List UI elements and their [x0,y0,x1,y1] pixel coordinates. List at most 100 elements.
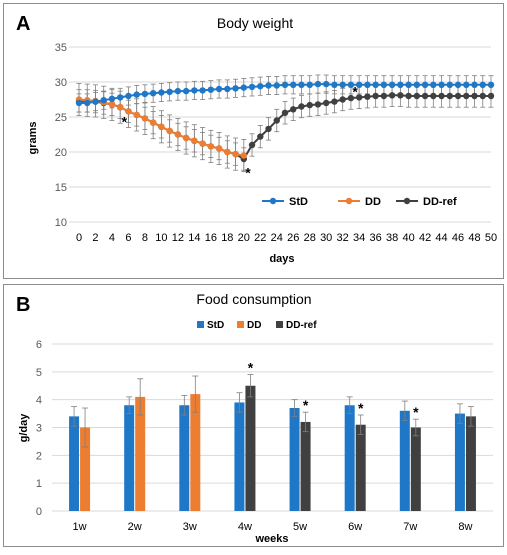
significance-marker: * [245,165,251,181]
x-tick-label: 18 [221,232,233,244]
data-point-std [84,99,91,107]
data-point-std [125,92,132,100]
data-point-dd-ref [314,101,322,108]
data-point-std [405,81,412,89]
data-point-dd-ref [479,92,486,100]
panel-a-ylabel: grams [27,121,39,154]
y-tick-label: 20 [55,147,67,159]
x-tick-label: 0 [76,232,82,244]
x-tick-label: 8w [458,521,472,533]
legend-label-std: StD [207,320,224,331]
x-tick-label: 2w [128,521,142,533]
data-point-std [413,81,421,89]
x-tick-label: 16 [205,232,217,244]
y-tick-label: 6 [36,339,42,351]
significance-marker: * [122,114,128,130]
bar-dd-ref [465,416,476,511]
data-point-std [281,81,289,89]
data-point-dd-ref [265,125,272,133]
legend-marker-dd-ref [403,197,411,205]
data-point-std [479,81,486,89]
bar-dd [80,427,91,511]
data-point-std [174,87,182,95]
data-point-std [306,81,313,89]
y-tick-label: 25 [55,112,67,124]
data-point-std [364,81,371,89]
data-point-std [149,90,157,97]
x-tick-label: 36 [370,232,382,244]
x-tick-label: 44 [435,232,447,244]
data-point-dd-ref [471,92,478,100]
x-tick-label: 30 [320,232,332,244]
legend-marker-dd [345,197,353,205]
significance-marker: * [303,397,309,413]
y-tick-label: 1 [36,478,42,490]
x-tick-label: 3w [183,521,197,533]
data-point-dd [158,123,165,130]
data-point-dd-ref [405,92,412,100]
data-point-std [257,83,264,90]
bar-std [179,405,190,511]
data-point-dd [182,134,190,142]
data-point-dd-ref [306,101,313,109]
data-point-dd [199,140,206,147]
data-point-std [117,94,124,101]
bar-std [399,410,410,511]
x-tick-label: 50 [485,232,497,244]
x-tick-label: 12 [172,232,184,244]
panel-b-xlabel: weeks [254,533,288,545]
significance-marker: * [248,360,254,376]
data-point-dd-ref [397,92,404,99]
data-point-dd-ref [438,92,445,100]
data-point-dd-ref [364,93,371,100]
data-point-std [133,91,140,98]
data-point-std [463,81,470,89]
panel-a-title: Body weight [217,15,293,31]
legend-label-dd: DD [247,320,261,331]
x-tick-label: 6w [348,521,362,533]
data-point-std [199,87,206,94]
x-tick-label: 5w [293,521,307,533]
data-point-std [298,81,305,89]
data-point-dd-ref [331,98,338,105]
bar-dd-ref [300,421,311,511]
data-point-std [323,80,330,88]
data-point-std [75,99,83,107]
data-point-dd-ref [421,92,429,100]
data-point-dd [125,108,132,115]
legend-swatch-dd [237,321,244,328]
x-tick-label: 34 [353,232,365,244]
data-point-dd-ref [372,92,379,100]
x-tick-label: 22 [254,232,266,244]
data-point-std [487,81,495,89]
bar-dd-ref [410,427,421,511]
data-point-dd-ref [257,133,264,140]
data-point-std [446,81,453,89]
x-tick-label: 10 [155,232,167,244]
y-tick-label: 5 [36,367,42,379]
data-point-dd [207,143,215,150]
data-point-dd-ref [454,92,462,100]
data-point-std [355,81,363,89]
data-point-std [224,85,231,93]
data-point-std [380,81,388,89]
data-point-std [215,85,223,93]
y-tick-label: 35 [55,42,67,54]
panel-b-title: Food consumption [196,291,311,307]
data-point-std [438,81,445,89]
data-point-std [207,86,215,93]
data-point-dd [117,104,124,111]
x-tick-label: 26 [287,232,299,244]
data-point-std [248,83,256,91]
data-point-std [166,88,173,96]
x-tick-label: 2 [92,232,98,244]
data-point-dd-ref [339,96,346,103]
data-point-dd-ref [388,92,396,99]
bar-dd-ref [245,385,256,511]
legend-label-dd: DD [365,196,381,208]
data-point-dd [108,101,116,108]
data-point-std [273,82,280,89]
x-tick-label: 28 [304,232,316,244]
data-point-std [108,95,116,103]
